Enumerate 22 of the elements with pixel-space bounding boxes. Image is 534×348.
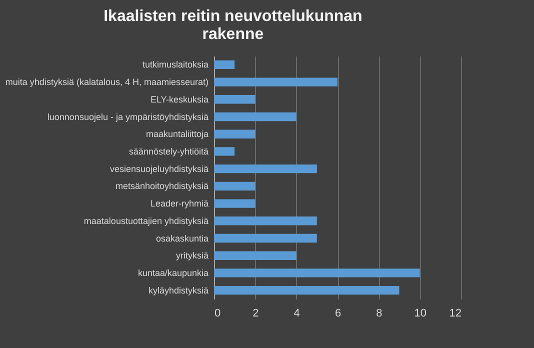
x-tick-label: 10 [414, 308, 426, 320]
y-tick-label: muita yhdistyksiä (kalatalous, 4 H, maamiesseurat) [5, 77, 208, 88]
x-tick-label: 6 [334, 308, 342, 320]
x-tick-label: 12 [449, 308, 462, 320]
x-tick-label: 0 [214, 308, 221, 320]
y-tick-label: säännöstely-yhtiöitä [128, 146, 208, 156]
y-tick-label: metsänhoitoyhdistyksiä [115, 181, 208, 192]
y-tick-label: maataloustuottajien yhdistyksiä [84, 216, 208, 226]
y-tick-label: ELY-keskuksia [150, 94, 208, 104]
y-tick-label: Leader-ryhmiä [150, 198, 208, 209]
chart-title: Ikaalisten reitin neuvottelukunnan rakenne [104, 8, 362, 43]
y-tick-label: luonnonsuojelu - ja ympäristöyhdistyksiä [47, 112, 208, 122]
x-tick-label: 4 [294, 308, 300, 320]
y-tick-label: vesiensuojeluyhdistyksiä [110, 164, 208, 174]
y-tick-label: kuntaa/kaupunkia [138, 268, 208, 278]
y-tick-label: osakaskuntia [156, 233, 208, 244]
y-tick-label: yrityksiä [176, 250, 208, 261]
y-tick-label: tutkimuslaitoksia [142, 60, 208, 70]
x-tick-label: 2 [252, 308, 259, 320]
x-tick-label: 8 [376, 308, 382, 320]
y-tick-label: maakuntaliittoja [146, 129, 208, 140]
y-tick-label: kyläyhdistyksiä [148, 285, 208, 296]
